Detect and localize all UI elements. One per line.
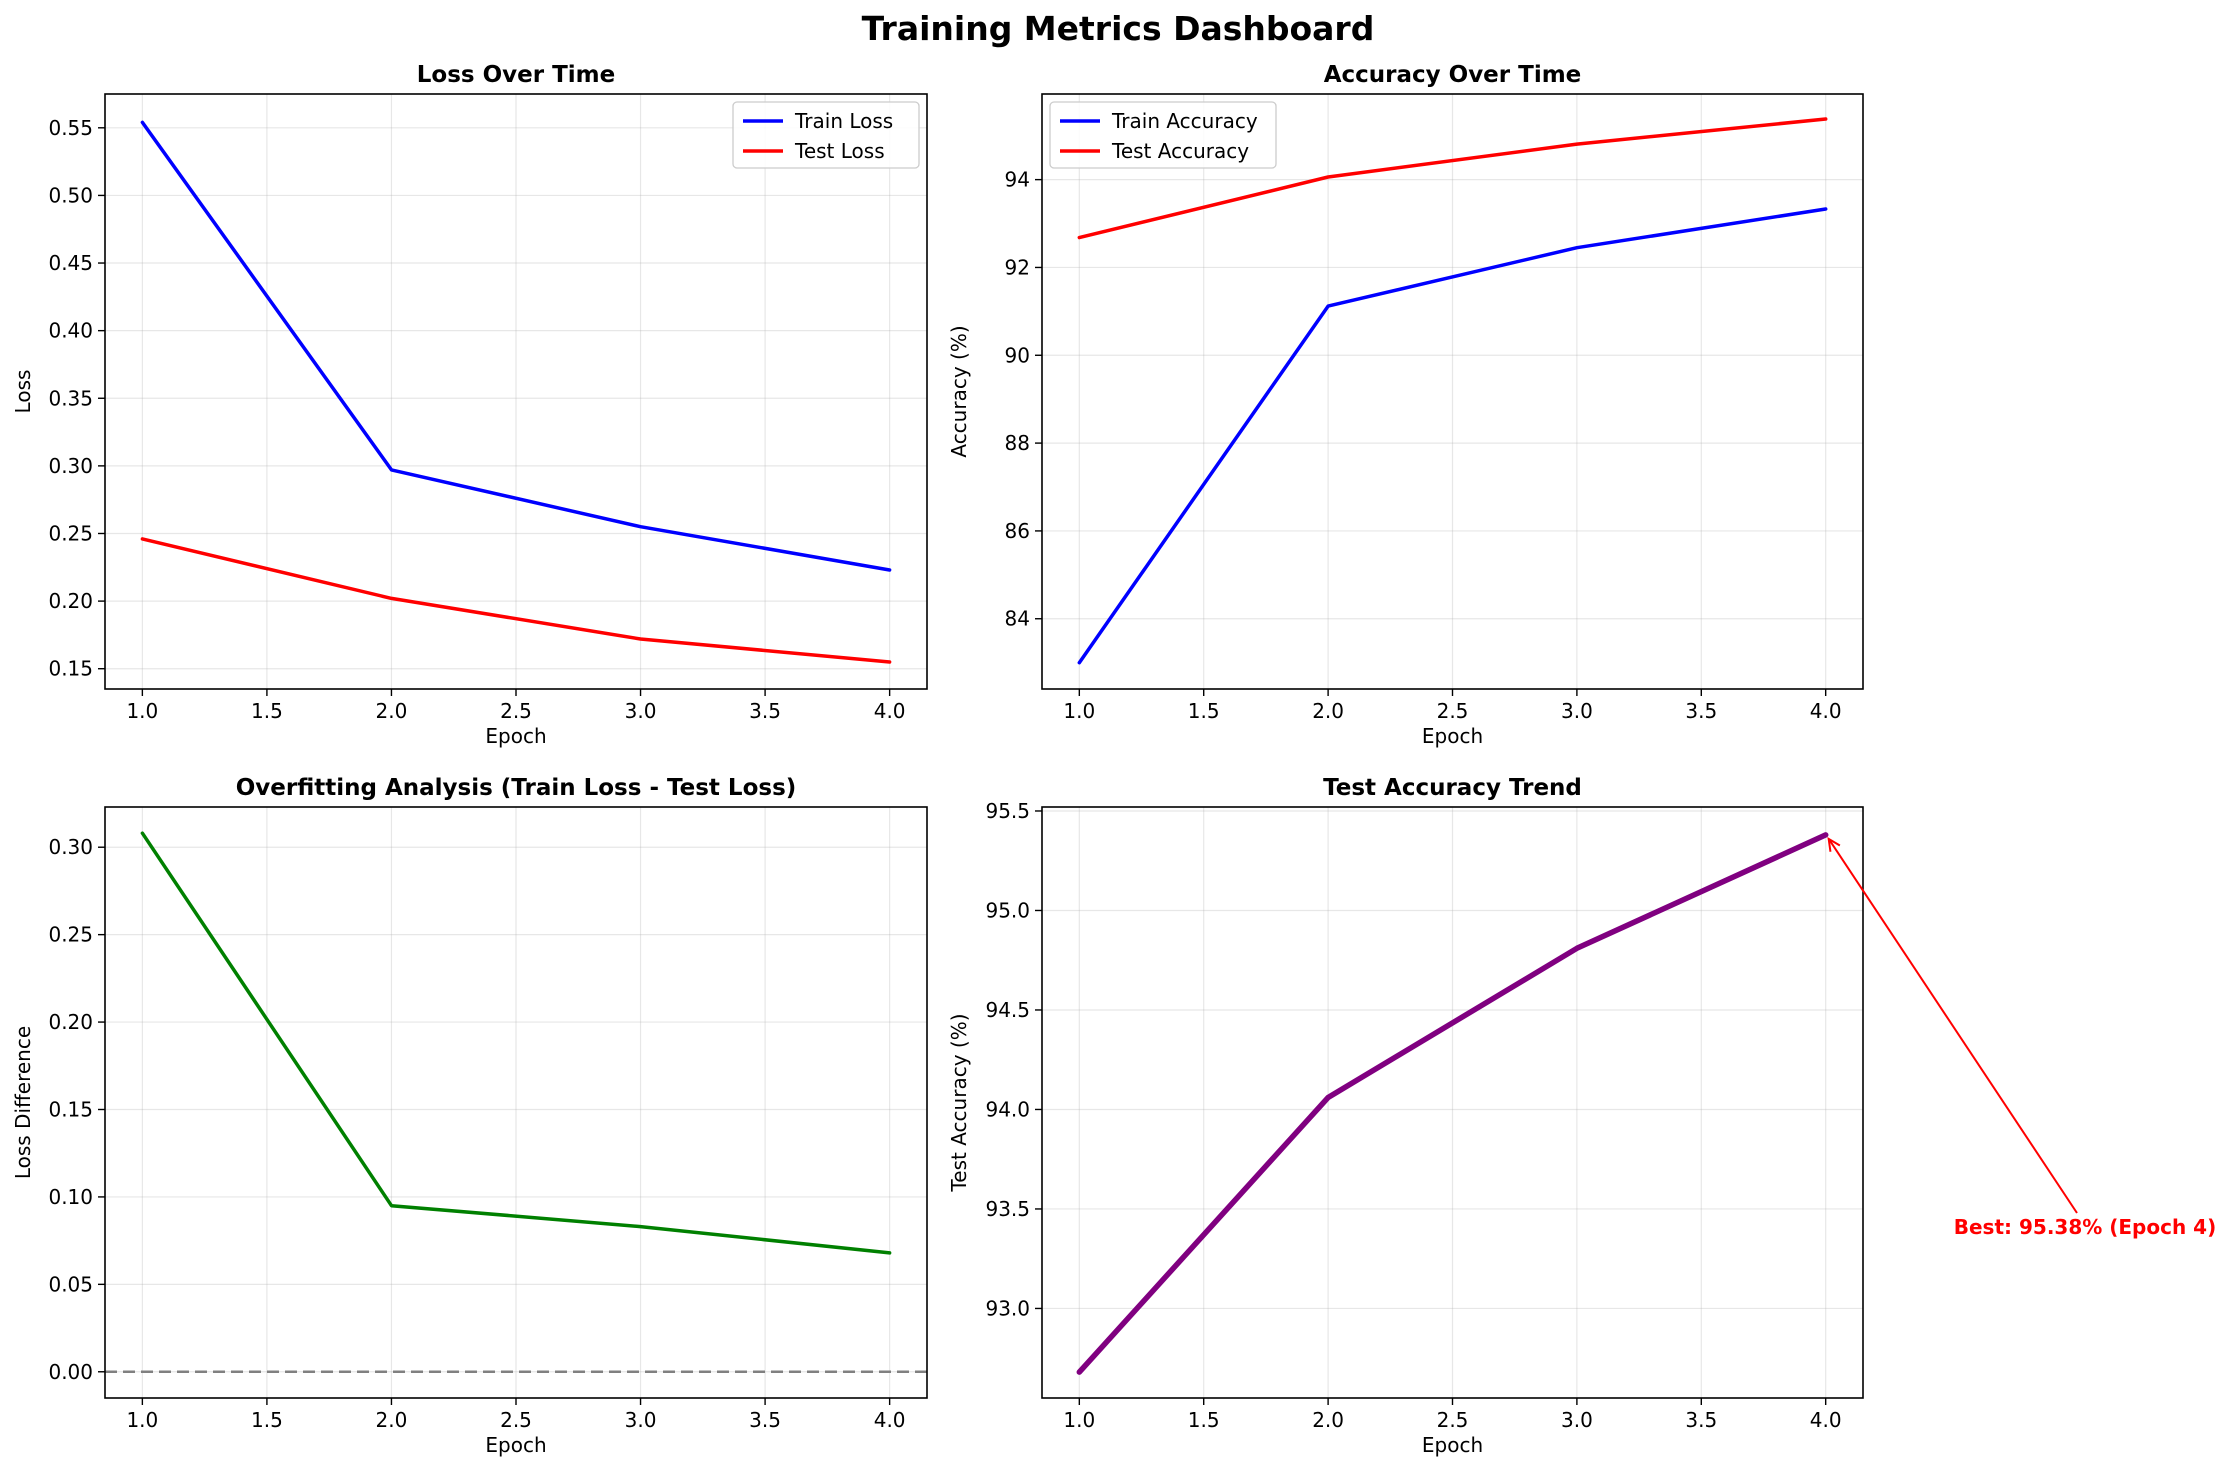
test-accuracy-line [1077, 117, 1828, 240]
legend-label: Test Accuracy [1111, 139, 1249, 163]
train-accuracy-line [1077, 207, 1828, 665]
x-tick-label: 1.5 [1188, 699, 1220, 723]
y-tick-label: 86 [1005, 519, 1030, 543]
chart-title: Test Accuracy Trend [1323, 775, 1582, 801]
legend-label: Train Loss [794, 109, 893, 133]
chart-panel-2: 1.0 1.5 2.0 2.5 3.0 3.5 4.0 84 86 88 90 92 94 Accurac… [947, 62, 1864, 748]
plot-area [1042, 94, 1863, 689]
x-tick-label: 3.0 [1561, 699, 1593, 723]
x-tick-label: 3.5 [1685, 699, 1717, 723]
x-tick-label: 2.0 [376, 699, 408, 723]
x-tick-label: 1.0 [126, 1408, 158, 1432]
y-tick-label: 0.30 [48, 835, 93, 859]
x-axis-label: Epoch [1422, 724, 1483, 748]
y-tick-label: 94.0 [985, 1097, 1030, 1121]
y-tick-label: 0.25 [48, 923, 93, 947]
x-tick-label: 2.5 [500, 1408, 532, 1432]
x-tick-label: 2.0 [1312, 1408, 1344, 1432]
x-tick-label: 2.0 [376, 1408, 408, 1432]
x-tick-label: 1.0 [1063, 1408, 1095, 1432]
x-tick-label: 3.5 [1685, 1408, 1717, 1432]
y-tick-label: 93.5 [985, 1197, 1030, 1221]
y-axis-label: Loss [11, 370, 35, 414]
x-axis-label: Epoch [485, 724, 546, 748]
chart-title: Overfitting Analysis (Train Loss - Test … [236, 775, 797, 801]
x-tick-label: 1.0 [126, 699, 158, 723]
y-tick-label: 0.25 [48, 521, 93, 545]
legend: Train Loss Test Loss [732, 101, 920, 169]
x-tick-label: 1.0 [1063, 699, 1095, 723]
legend-box [1049, 101, 1277, 169]
y-tick-label: 0.05 [48, 1272, 93, 1296]
train-loss-line [140, 120, 892, 572]
series-1-line [1076, 832, 1829, 1375]
x-axis-label: Epoch [1422, 1433, 1483, 1457]
y-axis-label: Accuracy (%) [947, 325, 971, 457]
chart-panel-3: 1.0 1.5 2.0 2.5 3.0 3.5 4.0 0.00 0.05 0.10 0.15 0.2… [11, 775, 928, 1457]
y-tick-label: 0.00 [48, 1360, 93, 1384]
plot-area [1042, 807, 1863, 1398]
y-tick-label: 93.0 [985, 1296, 1030, 1320]
x-tick-label: 3.5 [749, 699, 781, 723]
y-tick-label: 0.40 [48, 319, 93, 343]
legend-label: Train Accuracy [1111, 109, 1258, 133]
annotation-arrowhead [1827, 836, 1841, 852]
y-tick-label: 95.5 [985, 799, 1030, 823]
y-tick-label: 95.0 [985, 898, 1030, 922]
x-axis-label: Epoch [485, 1433, 546, 1457]
y-axis-label: Loss Difference [11, 1026, 35, 1179]
x-tick-label: 2.5 [1437, 1408, 1469, 1432]
best-annotation: Best: 95.38% (Epoch 4) [1827, 836, 2216, 1239]
x-tick-label: 4.0 [874, 699, 906, 723]
x-tick-label: 3.0 [625, 699, 657, 723]
x-tick-label: 3.0 [1561, 1408, 1593, 1432]
y-tick-label: 94 [1005, 168, 1030, 192]
y-tick-label: 88 [1005, 431, 1030, 455]
dashboard-title: Training Metrics Dashboard [862, 9, 1375, 48]
x-tick-label: 1.5 [1188, 1408, 1220, 1432]
y-tick-label: 0.45 [48, 251, 93, 275]
plot-area [105, 94, 927, 689]
x-tick-label: 4.0 [1810, 699, 1842, 723]
y-tick-label: 0.50 [48, 183, 93, 207]
chart-title: Loss Over Time [417, 62, 615, 88]
x-tick-label: 4.0 [874, 1408, 906, 1432]
y-tick-label: 0.35 [48, 386, 93, 410]
y-tick-label: 0.20 [48, 1010, 93, 1034]
y-tick-label: 92 [1005, 255, 1030, 279]
chart-panel-1: 1.0 1.5 2.0 2.5 3.0 3.5 4.0 0.15 0.20 0.25 0.30 0.3… [11, 62, 928, 748]
y-tick-label: 0.55 [48, 116, 93, 140]
x-tick-label: 2.5 [500, 699, 532, 723]
test-loss-line [140, 537, 892, 664]
x-tick-label: 1.5 [251, 1408, 283, 1432]
y-tick-label: 84 [1005, 607, 1030, 631]
y-tick-label: 0.10 [48, 1185, 93, 1209]
chart-panel-4: 1.0 1.5 2.0 2.5 3.0 3.5 4.0 93.0 93.5 94.0 94.5 95.… [947, 775, 2216, 1457]
series-1-line [140, 831, 892, 1255]
legend: Train Accuracy Test Accuracy [1049, 101, 1277, 169]
x-tick-label: 2.0 [1312, 699, 1344, 723]
y-tick-label: 0.15 [48, 657, 93, 681]
annotation-arrow [1827, 838, 2078, 1214]
y-tick-label: 0.20 [48, 589, 93, 613]
y-tick-label: 0.15 [48, 1097, 93, 1121]
annotation-label: Best: 95.38% (Epoch 4) [1954, 1215, 2216, 1239]
y-tick-label: 0.30 [48, 454, 93, 478]
legend-label: Test Loss [794, 139, 885, 163]
chart-title: Accuracy Over Time [1324, 62, 1582, 88]
x-tick-label: 3.0 [625, 1408, 657, 1432]
x-tick-label: 1.5 [251, 699, 283, 723]
plot-area [105, 807, 927, 1398]
y-axis-label: Test Accuracy (%) [947, 1013, 971, 1192]
y-tick-label: 94.5 [985, 998, 1030, 1022]
x-tick-label: 3.5 [749, 1408, 781, 1432]
x-tick-label: 2.5 [1437, 699, 1469, 723]
x-tick-label: 4.0 [1810, 1408, 1842, 1432]
y-tick-label: 90 [1005, 343, 1030, 367]
